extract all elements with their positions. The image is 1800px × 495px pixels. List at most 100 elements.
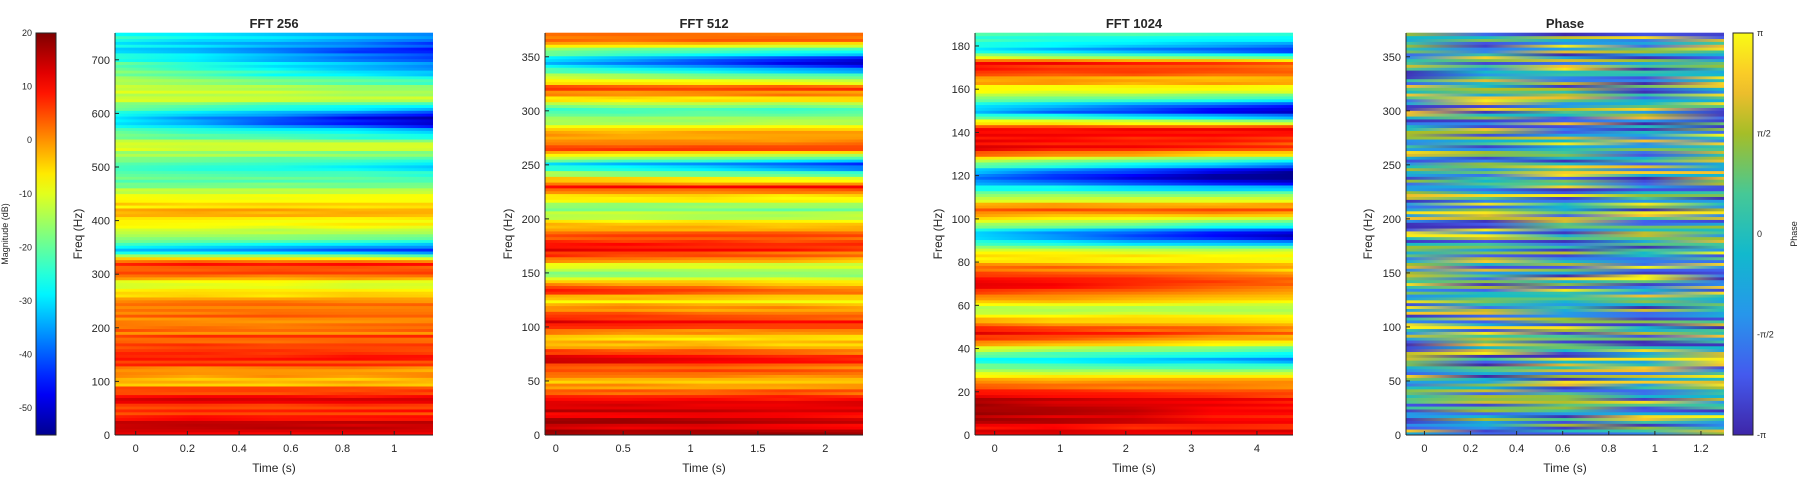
fft-1024-heatmap-row xyxy=(975,67,1293,71)
fft-512-heatmap-row xyxy=(545,305,863,309)
fft-1024-y-tick-label: 40 xyxy=(958,344,970,356)
fft-256-heatmap-row xyxy=(115,190,433,195)
fft-1024-heatmap-row xyxy=(975,334,1293,338)
fft-512-heatmap-row xyxy=(545,239,863,243)
phase-heatmap-row xyxy=(1406,308,1724,312)
fft-1024-heatmap-row xyxy=(975,213,1293,218)
phase-heatmap-row xyxy=(1406,414,1724,419)
phase-heatmap-row xyxy=(1406,262,1724,266)
fft-1024-heatmap-row xyxy=(975,147,1293,152)
fft-256-heatmap-row xyxy=(115,233,433,238)
fft-512-heatmap-row xyxy=(545,308,863,312)
phase-heatmap-row xyxy=(1406,216,1724,220)
fft-1024-heatmap-row xyxy=(975,95,1293,100)
fft-1024-heatmap-row xyxy=(975,127,1293,131)
phase-heatmap-row xyxy=(1406,159,1724,163)
phase-heatmap-row xyxy=(1406,147,1724,152)
fft-1024-heatmap-row xyxy=(975,337,1293,341)
fft-256-heatmap-row xyxy=(115,273,433,278)
fft-512-heatmap-row xyxy=(545,342,863,347)
fft-1024-heatmap-row xyxy=(975,431,1293,436)
fft-256-heatmap-row xyxy=(115,118,433,123)
phase-y-tick-label: 200 xyxy=(1383,214,1401,226)
fft-512-heatmap-row xyxy=(545,337,863,341)
phase-heatmap-row xyxy=(1406,314,1724,318)
fft-1024-heatmap-row xyxy=(975,49,1293,54)
fft-1024-heatmap-row xyxy=(975,113,1293,117)
fft-256-heatmap-row xyxy=(115,253,433,258)
fft-1024-heatmap-row xyxy=(975,58,1293,63)
fft-1024-heatmap-row xyxy=(975,325,1293,330)
fft-512-heatmap-row xyxy=(545,44,863,48)
phase-heatmap-row xyxy=(1406,316,1724,321)
fft-256-heatmap-row xyxy=(115,222,433,226)
fft-256-heatmap-row xyxy=(115,428,433,433)
fft-256-heatmap-row xyxy=(115,362,433,367)
fft-512-heatmap-row xyxy=(545,311,863,315)
fft-1024-heatmap-row xyxy=(975,299,1293,304)
fft-512-heatmap-row xyxy=(545,299,863,304)
fft-1024-heatmap-row xyxy=(975,282,1293,286)
fft-256-heatmap-row xyxy=(115,426,433,430)
fft-1024-y-tick-label: 160 xyxy=(952,84,970,96)
fft-256-heatmap-row xyxy=(115,325,433,330)
phase-heatmap-row xyxy=(1406,299,1724,304)
fft-256-heatmap-row xyxy=(115,245,433,249)
fft-512-heatmap-row xyxy=(545,411,863,416)
fft-256-heatmap-row xyxy=(115,411,433,416)
magnitude-colorbar-tick-label: 0 xyxy=(27,135,32,145)
fft-512-heatmap-row xyxy=(545,365,863,370)
fft-1024-heatmap-row xyxy=(975,250,1293,255)
phase-colorbar-gradient xyxy=(1733,33,1753,435)
fft-1024-heatmap-row xyxy=(975,187,1293,192)
phase-y-label: Freq (Hz) xyxy=(1361,209,1375,260)
fft-512-x-tick-label: 0 xyxy=(553,443,559,455)
phase-heatmap-row xyxy=(1406,354,1724,358)
fft-512-heatmap-row xyxy=(545,216,863,220)
phase-heatmap-row xyxy=(1406,52,1724,57)
fft-1024-heatmap-row xyxy=(975,173,1293,177)
fft-1024-heatmap-row xyxy=(975,408,1293,413)
phase-heatmap-row xyxy=(1406,61,1724,65)
phase-heatmap-row xyxy=(1406,95,1724,100)
fft-512-heatmap-row xyxy=(545,374,863,378)
magnitude-colorbar: 20 10 0 -10 -20 -30 -40 -50 Magnitude (dB) xyxy=(0,28,57,436)
fft-1024-heatmap-row xyxy=(975,130,1293,134)
fft-1024-heatmap-row xyxy=(975,64,1293,68)
fft-1024-heatmap-row xyxy=(975,225,1293,229)
fft-256-y-tick-label: 400 xyxy=(92,216,110,228)
fft-1024-heatmap-row xyxy=(975,107,1293,111)
fft-512-heatmap-row xyxy=(545,222,863,226)
phase-heatmap-row xyxy=(1406,225,1724,229)
fft-512-heatmap-row xyxy=(545,302,863,307)
phase-heatmap-row xyxy=(1406,322,1724,327)
phase-heatmap-row xyxy=(1406,374,1724,378)
fft-512-heatmap-row xyxy=(545,236,863,241)
phase-heatmap-row xyxy=(1406,331,1724,335)
fft-512-heatmap-row xyxy=(545,279,863,284)
fft-512-heatmap-row xyxy=(545,179,863,183)
fft-1024-heatmap-row xyxy=(975,233,1293,238)
fft-1024-heatmap-row xyxy=(975,144,1293,149)
phase-colorbar-tick-label: 0 xyxy=(1757,229,1762,239)
phase-colorbar-tick-label: π/2 xyxy=(1757,129,1771,139)
phase-y-tick-label: 50 xyxy=(1389,376,1401,388)
fft-256-heatmap-row xyxy=(115,130,433,134)
fft-512-heatmap-row xyxy=(545,426,863,430)
phase-heatmap-row xyxy=(1406,428,1724,433)
phase-heatmap-row xyxy=(1406,75,1724,80)
fft-256-heatmap-row xyxy=(115,374,433,378)
fft-1024-y-tick-label: 0 xyxy=(964,430,970,442)
phase-colorbar-tick-label: -π/2 xyxy=(1757,330,1774,340)
fft-1024-heatmap-row xyxy=(975,207,1293,212)
phase-heatmap-row xyxy=(1406,84,1724,88)
fft-256-y-label: Freq (Hz) xyxy=(71,209,85,260)
fft-256-heatmap-row xyxy=(115,104,433,108)
fft-256-y-tick-label: 600 xyxy=(92,108,110,120)
fft-1024-heatmap-row xyxy=(975,216,1293,220)
fft-256-heatmap-row xyxy=(115,176,433,180)
fft-256-heatmap-row xyxy=(115,35,433,40)
fft-256-heatmap-row xyxy=(115,75,433,80)
fft-256-y-tick-label: 0 xyxy=(104,430,110,442)
fft-512-heatmap-row xyxy=(545,276,863,281)
